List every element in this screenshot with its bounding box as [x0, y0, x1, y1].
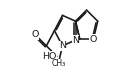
Text: N: N — [72, 36, 79, 45]
Text: HO: HO — [43, 52, 57, 61]
Text: O: O — [32, 30, 39, 39]
Text: CH₃: CH₃ — [51, 59, 65, 68]
Text: O: O — [90, 35, 97, 44]
Text: N: N — [59, 41, 66, 50]
